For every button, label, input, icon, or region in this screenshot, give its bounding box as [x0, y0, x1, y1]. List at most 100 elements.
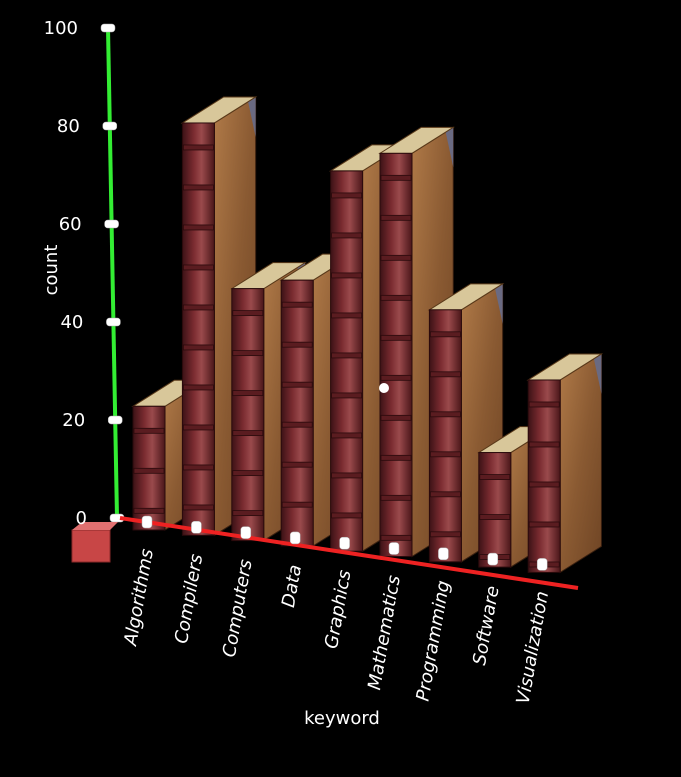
spine-band — [331, 392, 363, 399]
spine-band — [429, 331, 461, 338]
spine-band — [232, 390, 264, 397]
spine-band — [479, 514, 511, 520]
origin-cube-top — [72, 522, 118, 530]
y-tick-label: 20 — [62, 410, 85, 431]
spine-band — [331, 192, 363, 199]
y-axis-line — [106, 27, 119, 519]
spine-band — [232, 430, 264, 437]
spine-band — [429, 531, 461, 538]
spine-band — [232, 350, 264, 357]
spine-band — [281, 421, 313, 428]
center-marker — [379, 383, 389, 393]
spine-band — [479, 474, 511, 480]
x-tick-label: Mathematics — [364, 574, 405, 692]
x-tick-mark — [191, 521, 202, 534]
spine-band — [380, 254, 412, 261]
spine-band — [182, 464, 214, 471]
x-tick-mark — [438, 547, 449, 561]
spine-band — [528, 481, 560, 488]
spine-band — [281, 501, 313, 508]
book-spine — [478, 452, 512, 568]
x-axis-title: keyword — [304, 708, 380, 729]
spine-band — [182, 144, 214, 151]
spine-band — [232, 470, 264, 477]
book-corner — [248, 96, 256, 137]
book-spine — [330, 170, 364, 552]
spine-band — [331, 472, 363, 479]
spine-band — [331, 232, 363, 239]
spine-band — [331, 352, 363, 359]
spine-band — [429, 451, 461, 458]
spine-band — [528, 521, 560, 528]
book-cover — [559, 353, 602, 574]
spine-band — [380, 294, 412, 301]
spine-band — [380, 454, 412, 461]
spine-band — [182, 304, 214, 311]
x-tick-label: Data — [278, 563, 306, 609]
spine-band — [232, 310, 264, 317]
spine-band — [133, 467, 165, 474]
x-tick-mark — [339, 536, 350, 550]
spine-band — [281, 341, 313, 348]
spine-band — [281, 301, 313, 308]
x-tick-mark — [388, 542, 400, 555]
spine-band — [380, 174, 412, 181]
x-tick-label: Computers — [219, 558, 257, 659]
y-tick-mark — [106, 317, 121, 327]
spine-band — [429, 411, 461, 418]
spine-band — [182, 264, 214, 271]
x-tick-label: Compilers — [171, 553, 207, 646]
y-tick-mark — [104, 219, 119, 229]
x-tick-mark — [141, 515, 153, 529]
spine-band — [232, 510, 264, 517]
spine-band — [182, 184, 214, 191]
spine-band — [133, 507, 165, 514]
spine-band — [281, 461, 313, 468]
axes-layer — [71, 23, 579, 590]
spine-band — [331, 272, 363, 279]
y-tick-label: 40 — [60, 312, 83, 333]
y-tick-label: 100 — [44, 18, 78, 39]
x-tick-label: Graphics — [321, 568, 355, 650]
spine-band — [331, 432, 363, 439]
y-tick-label: 60 — [59, 214, 82, 235]
book-spine — [280, 279, 314, 547]
spine-band — [182, 344, 214, 351]
origin-cube — [71, 529, 111, 563]
spine-band — [182, 504, 214, 511]
book-corner — [445, 127, 454, 168]
y-axis-title: count — [41, 245, 62, 296]
spine-band — [133, 427, 165, 434]
y-tick-mark — [107, 415, 123, 425]
x-tick-mark — [536, 558, 548, 571]
x-tick-mark — [240, 526, 252, 539]
y-tick-label: 80 — [57, 116, 80, 137]
y-tick-mark — [102, 121, 118, 131]
book-corner — [495, 283, 503, 324]
spine-band — [429, 491, 461, 498]
book-spine — [428, 309, 462, 563]
spine-band — [182, 384, 214, 391]
spine-band — [380, 374, 412, 381]
spine-band — [331, 512, 363, 519]
x-tick-label: Visualization — [513, 590, 553, 706]
x-tick-mark — [487, 552, 499, 566]
spine-band — [380, 414, 412, 421]
x-tick-label: Algorithms — [120, 547, 158, 648]
spine-band — [380, 214, 412, 221]
spine-band — [331, 312, 363, 319]
book-spine — [527, 379, 561, 573]
spine-band — [528, 401, 560, 408]
spine-band — [380, 494, 412, 501]
book-spine — [231, 288, 265, 542]
spine-band — [429, 371, 461, 378]
spine-band — [182, 424, 214, 431]
book-corner — [593, 353, 602, 394]
book-bar-visualization — [526, 353, 604, 574]
x-tick-label: Software — [469, 584, 504, 666]
spine-band — [380, 334, 412, 341]
spine-band — [281, 381, 313, 388]
spine-band — [182, 224, 214, 231]
x-tick-label: Programming — [412, 579, 454, 703]
